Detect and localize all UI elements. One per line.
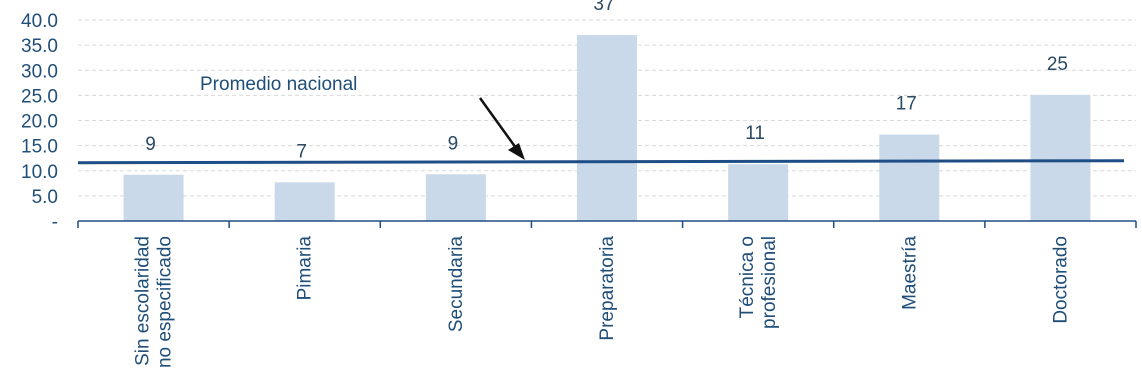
y-tick-label: 20.0 [21,112,58,133]
y-tick-label: - [52,212,58,233]
category-label: Sin escolaridad [133,236,154,366]
data-label: 9 [448,133,459,154]
data-labels: 9 7 9 37 11 17 25 [145,0,1068,162]
y-tick-label: 10.0 [21,162,58,183]
y-tick-label: 5.0 [32,187,58,208]
reference-line: Promedio nacional [77,74,1125,165]
category-labels: Sin escolaridad no especificado Pimaria Sec… [133,236,1072,368]
bar [274,182,335,221]
data-label: 37 [593,0,614,15]
data-label: 17 [896,94,917,115]
y-tick-label: 30.0 [21,61,58,82]
average-line [77,159,1125,165]
arrow-icon [478,97,518,149]
category-label: no especificado [155,236,176,368]
bar [1030,94,1091,221]
average-line-label: Promedio nacional [200,74,357,95]
y-axis: - 5.0 10.0 15.0 20.0 25.0 30.0 35.0 40.0 [21,11,58,233]
y-tick-label: 40.0 [21,11,58,32]
y-tick-label: 15.0 [21,137,58,158]
data-label: 11 [745,123,765,144]
category-label: Secundaria [446,236,467,333]
data-label: 7 [296,141,307,162]
data-label: 9 [145,134,156,155]
category-label: Técnica o [737,236,758,318]
bars [123,35,1091,222]
category-label: Doctorado [1050,236,1071,324]
bar [425,174,486,221]
x-axis [77,220,1137,228]
data-label: 25 [1047,54,1068,75]
category-label: Pimaria [295,236,316,301]
category-label: Preparatoria [597,236,618,341]
bar [728,164,789,221]
category-label: Maestría [899,236,920,310]
bar [577,35,637,222]
y-tick-label: 25.0 [21,86,58,107]
arrow-head-icon [508,143,525,160]
category-label: profesional [759,236,780,329]
y-tick-label: 35.0 [21,36,58,57]
bar [123,174,184,221]
bar [879,134,940,221]
